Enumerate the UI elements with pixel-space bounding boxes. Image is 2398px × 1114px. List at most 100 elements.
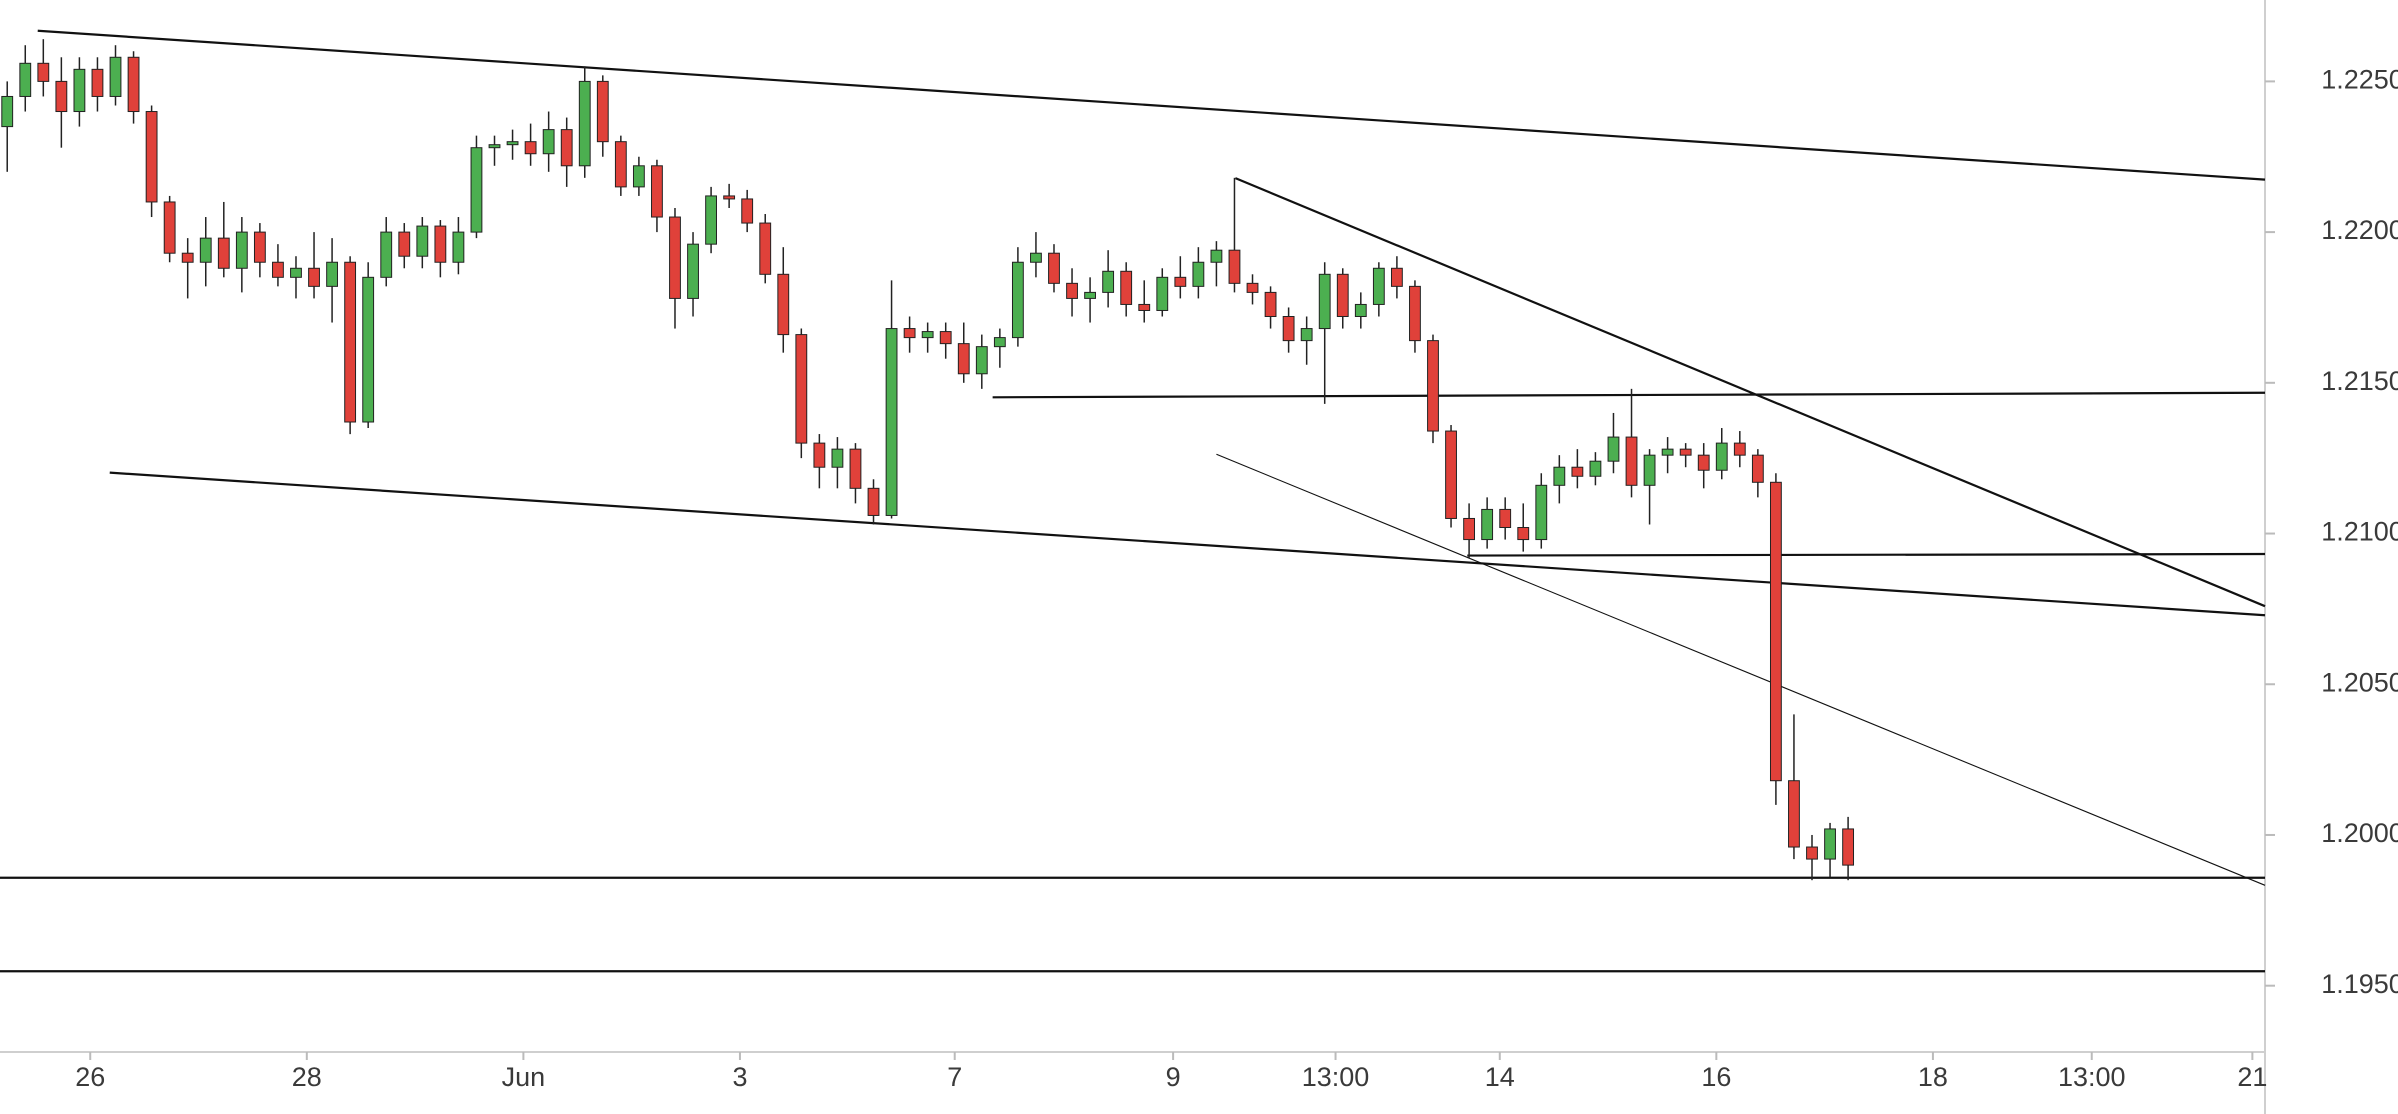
candle-body bbox=[1138, 303, 1151, 311]
candle-body bbox=[344, 261, 357, 423]
x-tick-label: 18 bbox=[1918, 1062, 1948, 1092]
candle-body bbox=[380, 231, 393, 278]
trend-line bbox=[109, 471, 2266, 617]
candle-body bbox=[73, 68, 86, 113]
candle-body bbox=[1409, 285, 1421, 342]
candle-body bbox=[1589, 460, 1602, 477]
candle-body bbox=[488, 144, 501, 149]
candle-body bbox=[127, 56, 140, 113]
candle-body bbox=[452, 231, 465, 263]
x-tick-label: 21 bbox=[2237, 1062, 2267, 1092]
candle-body bbox=[1751, 454, 1764, 483]
candle-body bbox=[687, 243, 699, 299]
candle-body bbox=[1733, 442, 1746, 456]
candle-body bbox=[596, 80, 609, 143]
candle-body bbox=[1625, 436, 1638, 486]
x-tick-label: Jun bbox=[502, 1062, 546, 1092]
candle-body bbox=[19, 62, 32, 97]
x-tick-label: 16 bbox=[1701, 1062, 1731, 1092]
candle-body bbox=[1048, 252, 1060, 284]
candle-body bbox=[1769, 481, 1782, 782]
x-tick-label: 3 bbox=[732, 1062, 747, 1092]
candle-body bbox=[1427, 340, 1439, 432]
candle-body bbox=[1318, 273, 1331, 330]
candle-body bbox=[1499, 508, 1512, 529]
y-tick-label: 1.21500 bbox=[2321, 366, 2398, 396]
candle-body bbox=[1481, 508, 1494, 541]
candle-body bbox=[1228, 249, 1241, 284]
candle-body bbox=[1535, 484, 1548, 541]
candle-body bbox=[975, 346, 988, 375]
y-tick-label: 1.20500 bbox=[2321, 667, 2398, 697]
x-tick-label: 9 bbox=[1166, 1062, 1181, 1092]
candle-body bbox=[651, 165, 663, 218]
candle-body bbox=[1824, 828, 1836, 860]
candle-body bbox=[795, 334, 808, 444]
candle-body bbox=[145, 111, 158, 203]
y-tick-label: 1.22000 bbox=[2321, 215, 2398, 245]
candle-body bbox=[290, 267, 302, 278]
candle-body bbox=[741, 198, 754, 224]
candle-body bbox=[903, 328, 916, 339]
candle-body bbox=[921, 331, 934, 339]
trend-line bbox=[992, 391, 2266, 399]
x-tick-label: 28 bbox=[292, 1062, 322, 1092]
candle-body bbox=[1300, 328, 1313, 342]
candle-body bbox=[1643, 454, 1656, 486]
candle-body bbox=[1842, 828, 1855, 866]
candle-body bbox=[1030, 252, 1042, 263]
candle-body bbox=[1517, 527, 1530, 541]
candle-body bbox=[1571, 466, 1584, 477]
candle-body bbox=[524, 141, 537, 155]
candle-body bbox=[831, 448, 844, 468]
trend-line bbox=[1216, 453, 2266, 886]
candle-body bbox=[1463, 517, 1476, 541]
candle-body bbox=[1715, 442, 1728, 471]
candle-body bbox=[1011, 261, 1024, 339]
candle-body bbox=[1084, 291, 1097, 299]
candle-body bbox=[308, 267, 320, 287]
candle-body bbox=[199, 237, 212, 263]
candle-body bbox=[723, 195, 736, 200]
x-tick-label: 26 bbox=[75, 1062, 105, 1092]
candle-body bbox=[37, 62, 50, 82]
candle-body bbox=[1607, 436, 1620, 462]
candle-body bbox=[1553, 466, 1566, 486]
candle-body bbox=[434, 225, 447, 263]
candle-body bbox=[1282, 316, 1295, 342]
candle-body bbox=[398, 231, 411, 257]
candle-body bbox=[253, 231, 266, 263]
candle-body bbox=[217, 237, 230, 269]
y-tick-label: 1.20000 bbox=[2321, 818, 2398, 848]
candle-body bbox=[1372, 267, 1385, 305]
candle-body bbox=[1120, 270, 1133, 305]
candle-body bbox=[849, 448, 862, 489]
candle-body bbox=[1246, 282, 1259, 293]
candle-body bbox=[885, 328, 898, 516]
candle-body bbox=[759, 222, 772, 275]
candle-body bbox=[1354, 303, 1367, 318]
trend-line bbox=[1467, 552, 2266, 557]
candle-body bbox=[1697, 454, 1710, 471]
x-tick-label: 14 bbox=[1485, 1062, 1515, 1092]
candle-body bbox=[705, 195, 717, 245]
candle-body bbox=[1445, 430, 1457, 519]
candle-body bbox=[1679, 448, 1692, 456]
y-tick-label: 1.21000 bbox=[2321, 517, 2398, 547]
candle-body bbox=[939, 331, 952, 345]
candle-body bbox=[163, 201, 176, 254]
candle-body bbox=[1, 95, 14, 128]
candle-body bbox=[1336, 273, 1349, 318]
candle-body bbox=[993, 337, 1006, 348]
candle-body bbox=[1156, 276, 1169, 311]
y-tick-label: 1.22500 bbox=[2321, 65, 2398, 95]
candle-body bbox=[470, 147, 483, 233]
candle-body bbox=[632, 165, 645, 188]
candle-body bbox=[1174, 276, 1187, 287]
candle-body bbox=[669, 216, 681, 299]
candle-body bbox=[55, 80, 68, 113]
candle-body bbox=[614, 141, 627, 188]
candle-body bbox=[777, 273, 790, 336]
